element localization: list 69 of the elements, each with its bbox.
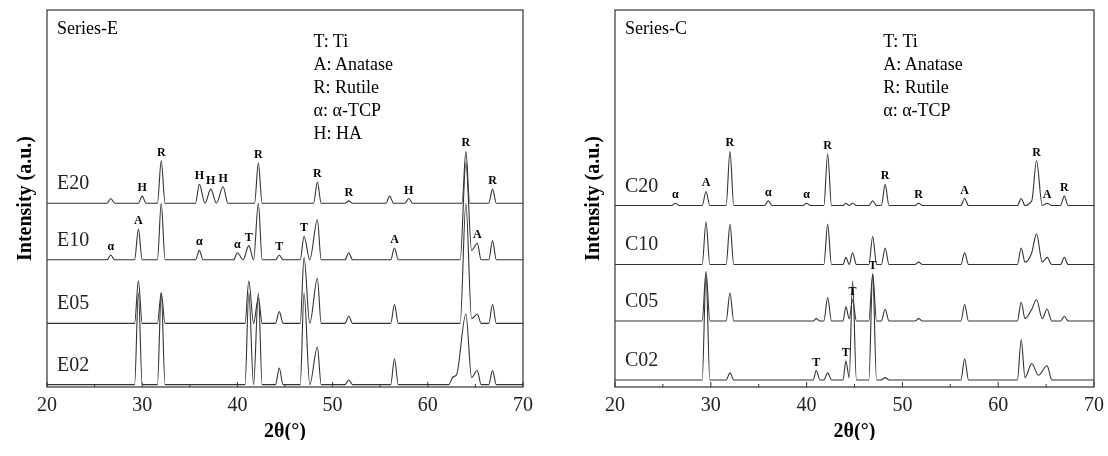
annotation: T bbox=[275, 239, 284, 254]
series-label: C20 bbox=[625, 173, 659, 196]
annotation: R bbox=[313, 166, 323, 181]
series-label: E05 bbox=[57, 291, 90, 314]
x-tick-label: 60 bbox=[988, 393, 1009, 415]
annotation: T bbox=[812, 354, 821, 369]
text: R: Rutile bbox=[883, 77, 949, 97]
annotation: α bbox=[672, 187, 679, 202]
annotation: α bbox=[107, 239, 115, 254]
text: A: Anatase bbox=[883, 54, 963, 74]
text: α: α-TCP bbox=[883, 100, 951, 120]
annotation: H bbox=[404, 182, 415, 197]
x-tick-label: 40 bbox=[227, 393, 248, 415]
y-axis-title: Intensity (a.u.) bbox=[13, 135, 36, 262]
x-tick-label: 50 bbox=[322, 393, 343, 415]
annotation: R bbox=[880, 168, 890, 183]
text: R: Rutile bbox=[313, 77, 380, 97]
annotation: H bbox=[206, 173, 217, 188]
series-label: E20 bbox=[57, 171, 90, 194]
x-tick-label: 70 bbox=[1084, 393, 1104, 415]
series-label: E10 bbox=[57, 227, 90, 250]
annotation: T bbox=[300, 220, 309, 235]
x-tick-label: 30 bbox=[700, 393, 721, 415]
annotation: A bbox=[390, 231, 400, 246]
annotation: R bbox=[1032, 144, 1042, 159]
annotation: R bbox=[725, 135, 735, 150]
text: Series-C bbox=[625, 18, 687, 38]
series-label: C05 bbox=[625, 289, 659, 312]
annotation: R bbox=[488, 173, 498, 188]
series-label: C10 bbox=[625, 232, 659, 255]
text: T: Ti bbox=[313, 31, 349, 51]
y-axis-title: Intensity (a.u.) bbox=[581, 135, 604, 262]
text: α: α-TCP bbox=[313, 100, 381, 120]
annotation: R bbox=[156, 144, 166, 159]
x-tick-label: 20 bbox=[37, 393, 57, 415]
annotation: H bbox=[194, 168, 205, 183]
annotation: A bbox=[960, 182, 970, 197]
annotation: T bbox=[848, 283, 857, 298]
series-label: E02 bbox=[57, 352, 90, 375]
x-tick-label: 20 bbox=[605, 393, 625, 415]
annotation: R bbox=[1059, 180, 1069, 195]
annotation: R bbox=[344, 184, 354, 199]
x-tick-label: 50 bbox=[892, 393, 913, 415]
x-tick-label: 60 bbox=[417, 393, 438, 415]
annotation: H bbox=[218, 170, 229, 185]
text: Series-E bbox=[57, 18, 118, 38]
annotation: A bbox=[472, 227, 482, 242]
annotation: R bbox=[461, 135, 471, 150]
annotation: α bbox=[195, 234, 203, 249]
annotation: A bbox=[701, 175, 711, 190]
annotation: A bbox=[1042, 187, 1052, 202]
x-tick-label: 40 bbox=[796, 393, 817, 415]
annotation: α bbox=[764, 184, 772, 199]
text: T: Ti bbox=[883, 31, 918, 51]
annotation: R bbox=[823, 137, 833, 152]
annotation: H bbox=[137, 180, 148, 195]
annotation: α bbox=[803, 187, 811, 202]
annotation: T bbox=[868, 257, 877, 272]
annotation: A bbox=[134, 213, 144, 228]
text: A: Anatase bbox=[313, 54, 394, 74]
annotation: α bbox=[234, 236, 242, 251]
annotation: R bbox=[914, 187, 924, 202]
annotation: T bbox=[244, 229, 253, 244]
annotation: T bbox=[841, 345, 850, 360]
series-label: C02 bbox=[625, 347, 659, 370]
x-tick-label: 70 bbox=[513, 393, 533, 415]
annotation: R bbox=[254, 147, 264, 162]
x-tick-label: 30 bbox=[132, 393, 153, 415]
text: H: HA bbox=[313, 123, 363, 143]
